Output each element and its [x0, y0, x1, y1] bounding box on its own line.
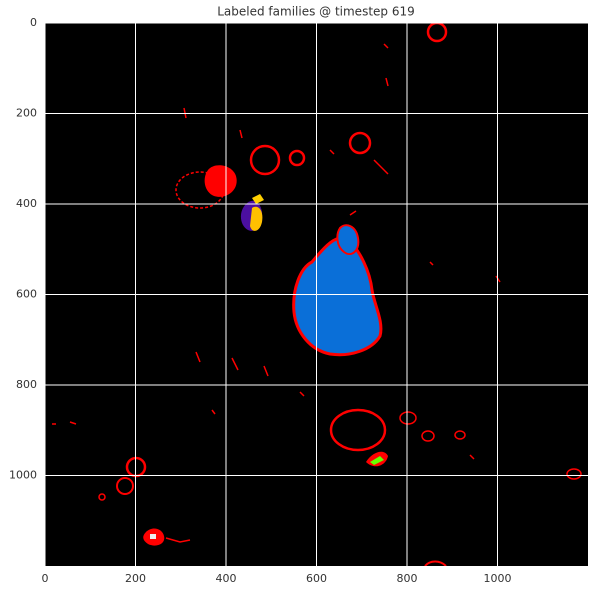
grid [44, 22, 588, 566]
blob [252, 194, 264, 204]
x-tick-label: 800 [397, 572, 418, 585]
outline [399, 411, 417, 425]
outline [424, 560, 447, 566]
y-tick-label: 400 [16, 197, 37, 210]
outline [329, 408, 387, 452]
blob [150, 534, 156, 539]
speckle [52, 43, 501, 460]
outline [98, 493, 106, 501]
y-tick-label: 800 [16, 378, 37, 391]
x-tick-label: 200 [125, 572, 146, 585]
outline [566, 468, 582, 480]
outline [175, 171, 225, 209]
outline [288, 149, 306, 167]
outline [421, 430, 435, 442]
outline [426, 23, 448, 43]
outline [348, 131, 372, 155]
x-tick-label: 400 [216, 572, 237, 585]
blob [370, 456, 384, 465]
chart-title: Labeled families @ timestep 619 [217, 5, 415, 19]
outline [165, 537, 191, 543]
y-tick-label: 1000 [9, 469, 37, 482]
outline [454, 430, 466, 440]
x-tick-label: 600 [306, 572, 327, 585]
x-tick-label: 0 [42, 572, 49, 585]
y-tick-label: 0 [30, 16, 37, 29]
y-tick-label: 600 [16, 288, 37, 301]
outline [249, 144, 281, 176]
x-tick-label: 1000 [484, 572, 512, 585]
tick-labels: 0 200 400 600 800 1000 0 200 400 600 800 1000 [9, 16, 512, 585]
y-tick-label: 200 [16, 107, 37, 120]
image-content [52, 23, 582, 566]
outline [116, 477, 134, 495]
blob [250, 206, 263, 231]
blob [336, 224, 360, 256]
